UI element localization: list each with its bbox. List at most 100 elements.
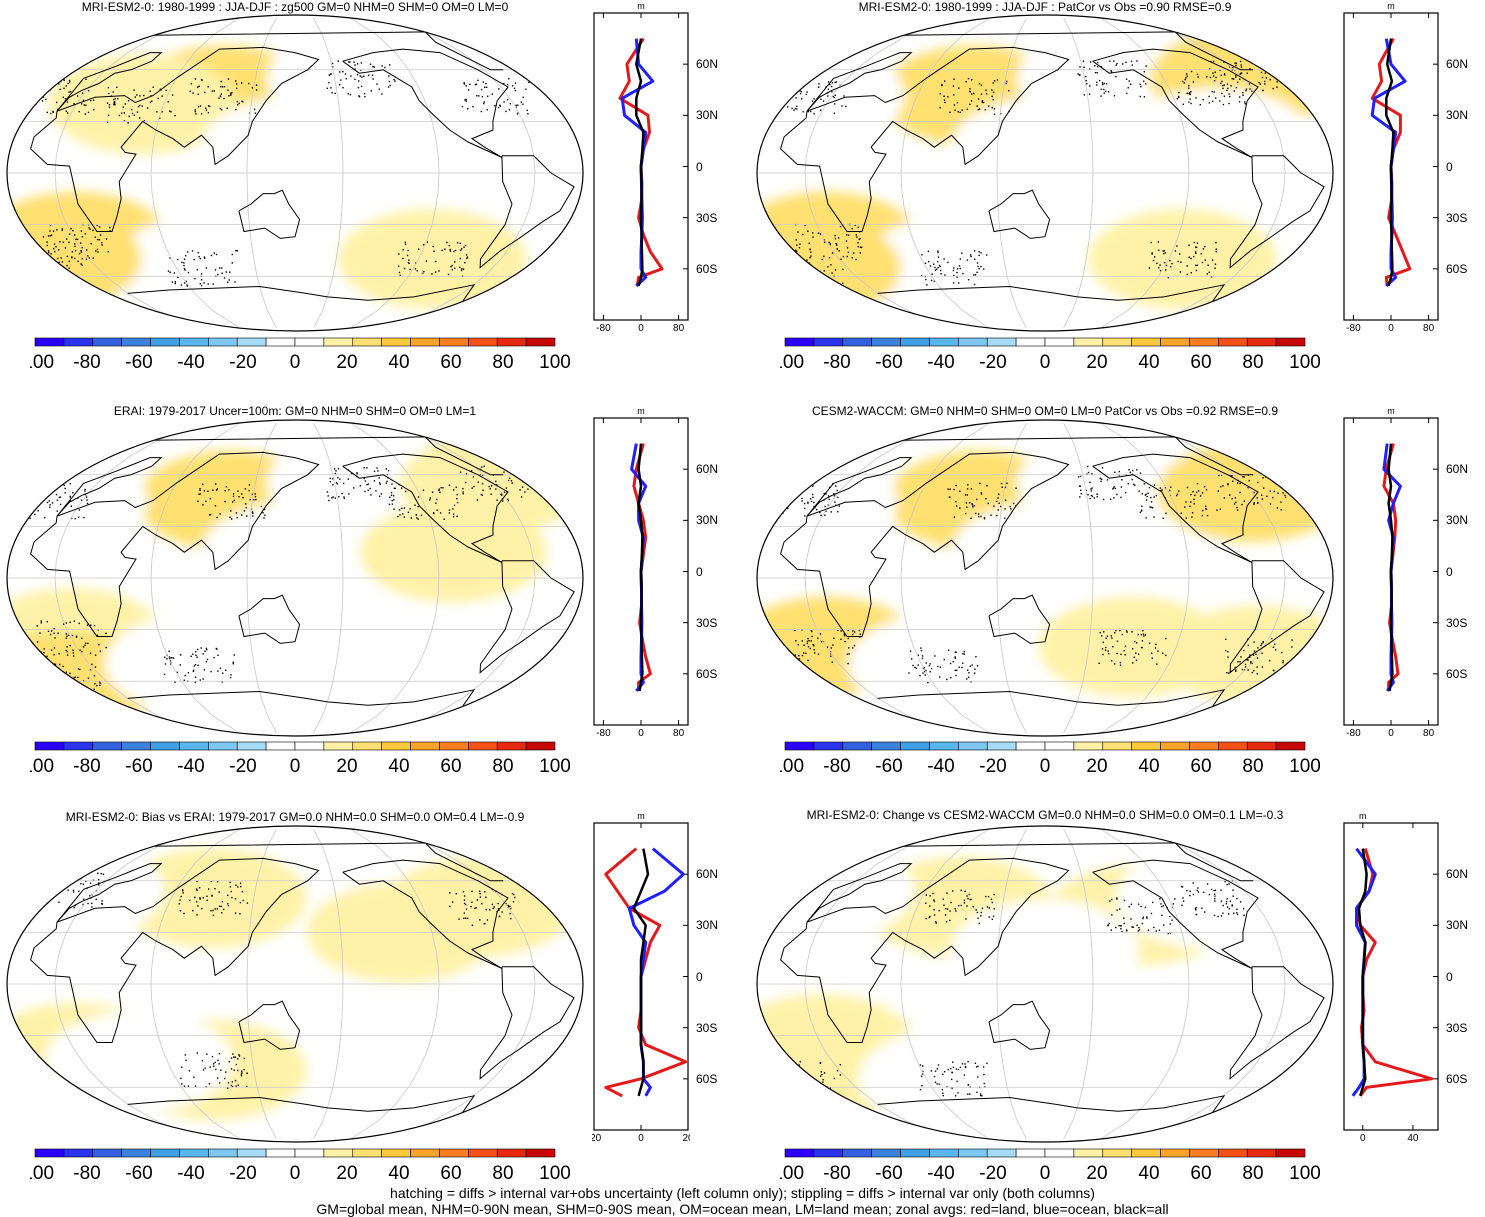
stipple-dot — [231, 1086, 234, 1088]
stipple-dot — [183, 912, 185, 915]
stipple-dot — [522, 96, 524, 99]
stipple-dot — [982, 101, 985, 104]
stipple-dot — [846, 653, 849, 655]
stipple-dot — [56, 229, 58, 231]
stipple-dot — [20, 250, 23, 253]
stipple-dot — [1129, 471, 1131, 474]
stipple-dot — [1218, 474, 1220, 477]
stipple-dot — [235, 1063, 237, 1066]
stipple-dot — [361, 76, 363, 78]
stipple-dot — [962, 653, 964, 655]
stipple-dot — [785, 502, 788, 504]
stipple-dot — [1176, 494, 1178, 497]
stipple-dot — [1107, 650, 1109, 652]
stipple-dot — [405, 490, 407, 493]
stipple-dot — [1137, 633, 1139, 636]
stipple-dot — [189, 90, 191, 92]
stipple-dot — [471, 901, 473, 903]
stipple-dot — [37, 263, 39, 266]
stipple-dot — [1231, 78, 1233, 80]
stipple-dot — [227, 281, 229, 283]
stipple-dot — [990, 514, 992, 516]
stipple-dot — [497, 106, 500, 109]
stipple-dot — [229, 886, 232, 888]
stipple-dot — [1229, 66, 1231, 68]
stipple-dot — [1165, 512, 1167, 514]
stipple-dot — [349, 93, 352, 96]
stipple-dot — [855, 234, 857, 236]
stipple-dot — [65, 649, 67, 652]
stipple-dot — [822, 1079, 824, 1081]
stipple-dot — [1194, 494, 1196, 497]
stipple-dot — [1195, 246, 1197, 248]
stipple-dot — [218, 1053, 221, 1055]
stipple-dot — [808, 242, 810, 244]
stipple-dot — [465, 85, 467, 87]
coastline — [877, 284, 1226, 308]
stipple-dot — [43, 652, 45, 654]
stipple-dot — [359, 485, 361, 487]
stipple-dot — [180, 895, 182, 898]
stipple-dot — [25, 242, 27, 245]
stipple-dot — [398, 509, 401, 511]
stipple-dot — [455, 893, 457, 895]
stipple-dot — [58, 696, 60, 699]
stipple-dot — [1221, 92, 1223, 95]
stipple-dot — [1200, 253, 1202, 255]
stipple-dot — [255, 84, 258, 86]
stipple-dot — [1091, 473, 1093, 475]
stipple-dot — [507, 479, 510, 482]
stipple-dot — [51, 502, 54, 504]
stipple-dot — [1253, 502, 1255, 504]
stipple-dot — [966, 494, 968, 496]
stipple-dot — [842, 255, 845, 258]
stipple-dot — [1107, 925, 1109, 927]
stipple-dot — [969, 665, 972, 667]
stipple-dot — [69, 644, 71, 647]
stipple-dot — [792, 1086, 794, 1088]
graticule — [757, 17, 1333, 329]
stipple-dot — [1205, 505, 1207, 507]
stipple-dot — [29, 90, 31, 92]
stipple-dot — [847, 662, 849, 665]
stipple-dot — [23, 513, 25, 515]
stipple-dot — [183, 264, 185, 267]
stipple-dot — [1159, 264, 1161, 266]
stipple-dot — [1273, 490, 1275, 493]
stipple-dot — [92, 257, 94, 259]
stipple-dot — [105, 646, 107, 649]
colorbar-label: -60 — [125, 352, 152, 373]
stipple-dot — [967, 77, 970, 80]
stipple-dot — [69, 672, 71, 675]
stipple-dot — [1189, 93, 1191, 95]
stipple-dot — [164, 663, 167, 665]
stipple-dot — [180, 654, 182, 656]
stipple-dot — [955, 1068, 958, 1070]
zonal-lat-label: 30S — [1446, 615, 1468, 630]
stipple-dot — [61, 261, 64, 263]
stipple-dot — [952, 282, 955, 284]
stipple-dot — [254, 493, 256, 495]
stipple-dot — [1282, 492, 1284, 494]
stipple-dot — [930, 1070, 933, 1072]
colorbar-box — [813, 741, 844, 751]
stipple-dot — [193, 258, 195, 261]
stipple-dot — [1013, 502, 1015, 505]
stipple-dot — [988, 907, 991, 909]
colorbar-label: -80 — [823, 1163, 850, 1184]
stipple-dot — [1131, 478, 1133, 481]
colorbar-box — [410, 1148, 440, 1158]
stipple-dot — [801, 500, 803, 502]
stipple-dot — [192, 669, 195, 671]
stipple-dot — [483, 101, 485, 103]
stipple-dot — [509, 905, 511, 907]
stipple-dot — [957, 1068, 960, 1071]
stipple-dot — [978, 108, 981, 110]
stipple-dot — [1196, 242, 1199, 244]
colorbar-label: -40 — [927, 1163, 954, 1184]
stipple-dot — [210, 254, 213, 257]
colorbar-label: 80 — [492, 352, 513, 373]
zonal-lat-label: 60N — [696, 57, 719, 72]
stipple-dot — [950, 901, 952, 904]
stipple-dot — [933, 899, 935, 901]
